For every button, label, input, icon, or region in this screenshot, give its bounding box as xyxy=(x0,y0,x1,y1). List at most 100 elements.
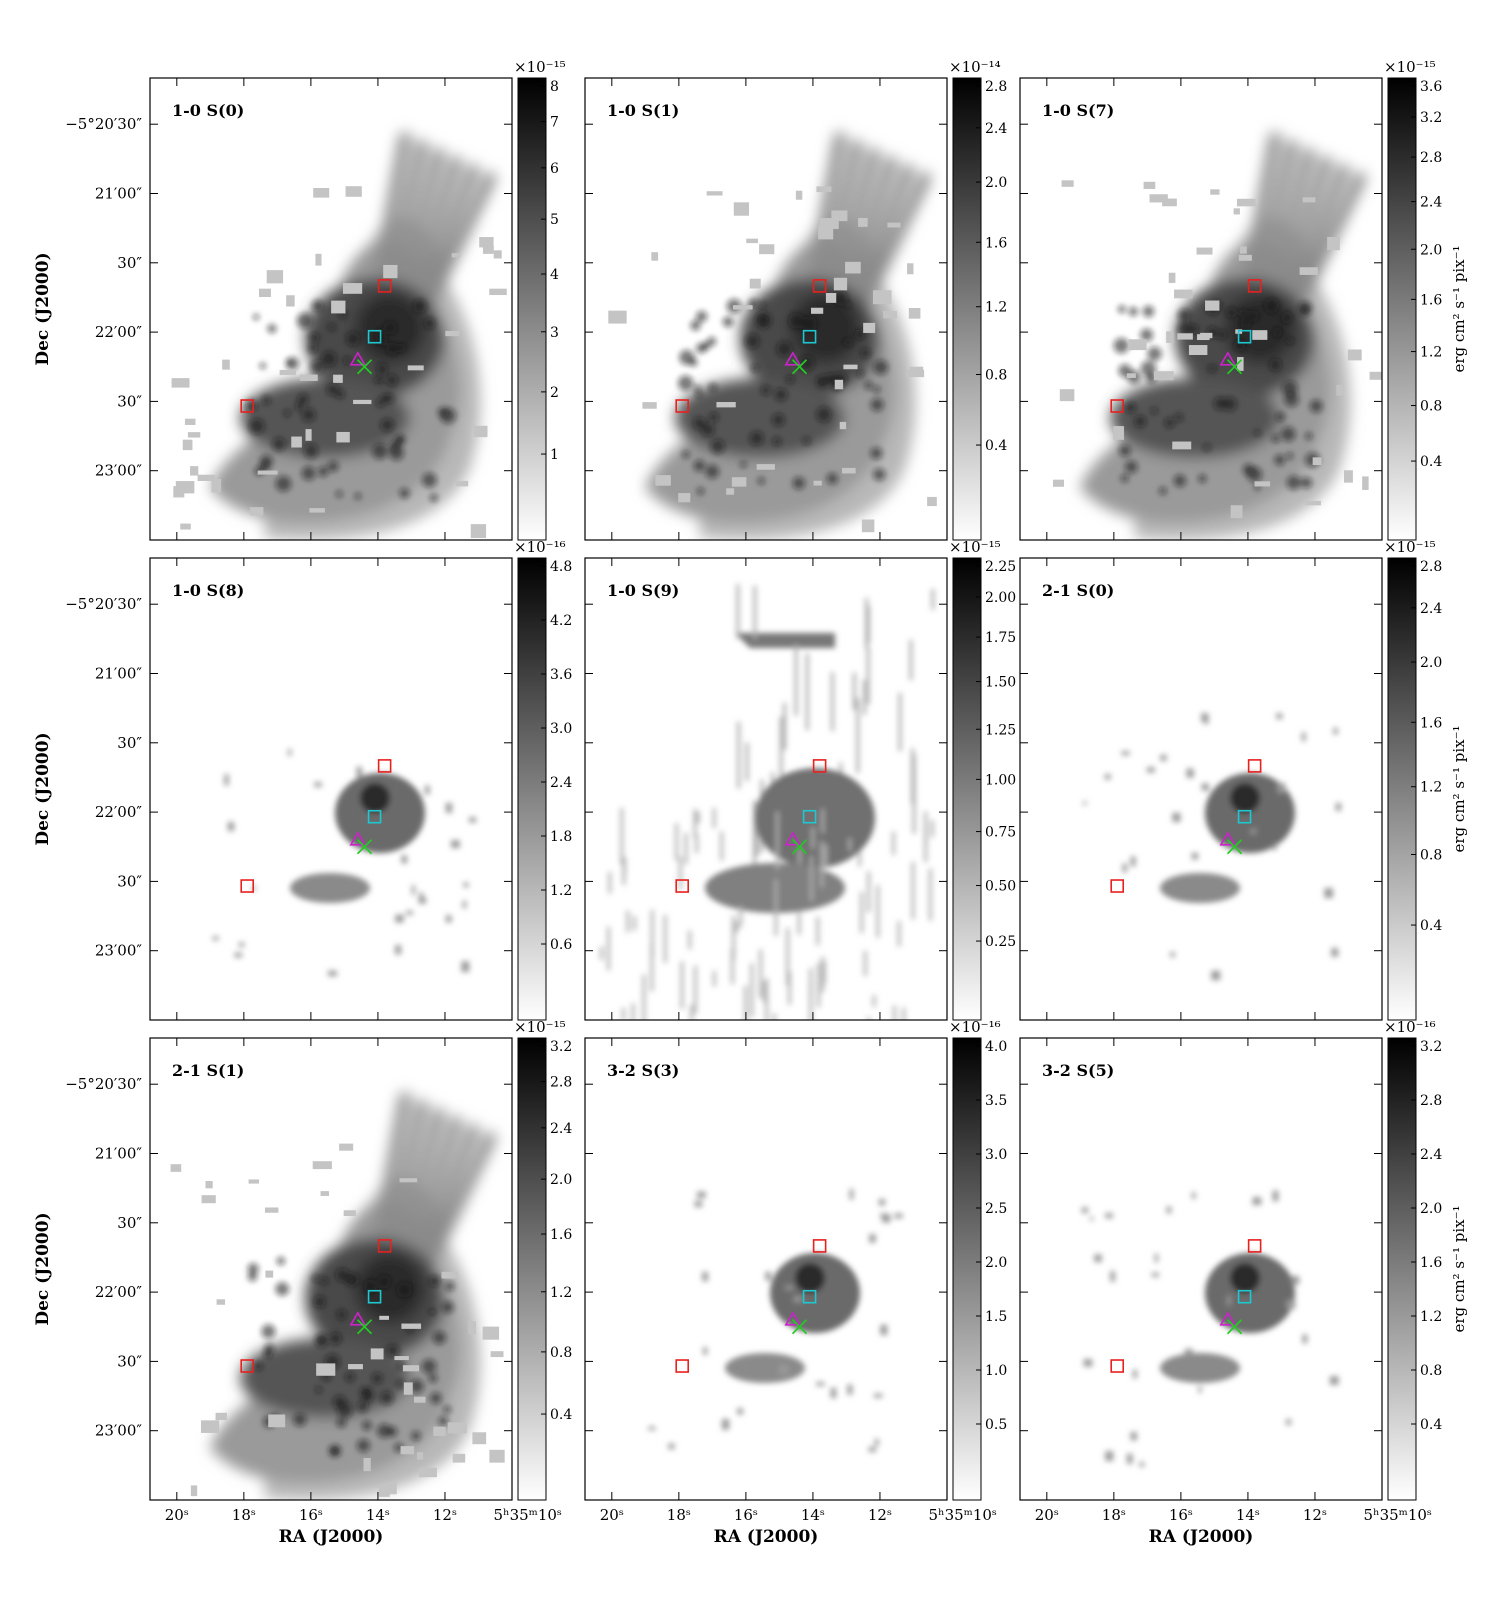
colorbar-tick-label: 2.4 xyxy=(1420,601,1442,617)
panel-title: 1-0 S(8) xyxy=(172,581,244,600)
panel-title: 1-0 S(9) xyxy=(607,581,679,600)
colorbar-tick-label: 0.8 xyxy=(985,367,1007,383)
colorbar-tick-label: 2.8 xyxy=(550,1075,572,1091)
colorbar-multiplier: ×10⁻¹⁶ xyxy=(1384,1018,1436,1036)
plot-area xyxy=(608,132,937,540)
ra-tick-label: 18ˢ xyxy=(232,1506,256,1524)
colorbar-gradient xyxy=(1387,77,1417,541)
colorbar-tick-label: 2.8 xyxy=(1420,1093,1442,1109)
colorbar-multiplier: ×10⁻¹⁶ xyxy=(949,1018,1001,1036)
colorbar-tick-label: 1.75 xyxy=(985,630,1016,646)
plot-area xyxy=(1052,132,1382,540)
colorbar-label: erg cm² s⁻¹ pix⁻¹ xyxy=(1450,1205,1468,1332)
ra-tick-label: 16ˢ xyxy=(1169,1506,1193,1524)
cyan-square-marker xyxy=(1237,329,1252,344)
plot-frame xyxy=(149,1037,513,1501)
colorbar: ×10⁻¹⁶ 4.8 4.2 3.6 3.0 2.4 1.8 1.2 0.6 xyxy=(514,538,572,1021)
colorbar-gradient xyxy=(517,77,547,541)
dec-tick-label: 22′00″ xyxy=(95,1283,143,1301)
colorbar-tick-label: 1.2 xyxy=(985,300,1007,316)
ra-tick-label: 5ʰ35ᵐ10ˢ xyxy=(929,1506,997,1524)
magenta-triangle-marker xyxy=(349,1311,367,1326)
position-markers xyxy=(675,279,827,413)
red-square-marker xyxy=(675,399,690,413)
colorbar-tick-label: 0.4 xyxy=(1420,1417,1442,1433)
colorbar-tick-label: 7 xyxy=(550,115,559,131)
colorbar: ×10⁻¹⁶ 3.2 2.8 2.4 2.0 1.6 1.2 0.8 0.4 xyxy=(1384,1018,1442,1501)
magenta-triangle-marker xyxy=(349,351,367,366)
colorbar-tick-label: 1.2 xyxy=(1420,780,1442,796)
colorbar-tick-label: 2.8 xyxy=(1420,559,1442,575)
magenta-triangle-marker xyxy=(1219,831,1237,846)
colorbar-tick-label: 2.4 xyxy=(1420,1147,1442,1163)
magenta-triangle-marker xyxy=(784,831,802,846)
ra-tick-label: 18ˢ xyxy=(667,1506,691,1524)
colorbar-tick-label: 2.25 xyxy=(985,559,1016,575)
colorbar-tick-label: 2.4 xyxy=(985,121,1007,137)
colorbar-tick-label: 2.4 xyxy=(550,775,572,791)
dec-tick-label: 22′00″ xyxy=(95,323,143,341)
green-cross-marker xyxy=(1226,359,1243,375)
ra-tick-label: 12ˢ xyxy=(1303,1506,1327,1524)
colorbar: ×10⁻¹⁶ 4.0 3.5 3.0 2.5 2.0 1.5 1.0 0.5 xyxy=(949,1018,1007,1501)
red-square-marker xyxy=(812,1239,827,1253)
colorbar-multiplier: ×10⁻¹⁵ xyxy=(514,1018,566,1036)
dec-tick-label: 30″ xyxy=(117,872,142,890)
colorbar-tick-label: 3.0 xyxy=(550,721,572,737)
colorbar-tick-label: 0.8 xyxy=(1420,847,1442,863)
green-cross-marker xyxy=(1226,1319,1243,1335)
colorbar-tick-label: 2.8 xyxy=(985,79,1007,95)
colorbar-multiplier: ×10⁻¹⁵ xyxy=(1384,58,1436,76)
colorbar-tick-label: 3.6 xyxy=(1420,79,1442,95)
green-cross-marker xyxy=(1226,839,1243,855)
panel-title: 1-0 S(0) xyxy=(172,101,244,120)
colorbar-multiplier: ×10⁻¹⁵ xyxy=(949,538,1001,556)
colorbar-gradient xyxy=(952,1037,982,1501)
colorbar-tick-label: 1.2 xyxy=(1420,1309,1442,1325)
y-axis-label: Dec (J2000) xyxy=(33,1212,53,1325)
panel-title: 3-2 S(3) xyxy=(607,1061,679,1080)
colorbar-tick-label: 0.8 xyxy=(1420,1363,1442,1379)
colorbar-tick-label: 1.8 xyxy=(550,829,572,845)
position-markers xyxy=(240,279,392,413)
panel-3: 1-0 S(7) ×10⁻¹⁵ 3.6 3.2 2.8 2.4 2.0 1.6 1.2 0.8 0.… xyxy=(1019,58,1468,541)
panel-9: 3-2 S(5) 20ˢ 18ˢ 16ˢ 14ˢ 12ˢ 5ʰ35ᵐ10ˢ ×10⁻¹⁶ 3.2… xyxy=(1019,1018,1468,1547)
plot-background xyxy=(150,558,512,1020)
x-axis-label: RA (J2000) xyxy=(714,1527,819,1547)
colorbar-tick-label: 0.8 xyxy=(550,1345,572,1361)
plot-area xyxy=(600,584,935,1020)
emission-knots xyxy=(677,291,889,495)
position-markers xyxy=(675,1239,827,1373)
plot-background xyxy=(585,558,947,1020)
cyan-square-marker xyxy=(802,329,817,344)
plot-frame xyxy=(1019,557,1383,1021)
red-square-marker xyxy=(1110,1359,1125,1373)
position-markers xyxy=(240,759,392,893)
colorbar-tick-label: 0.25 xyxy=(985,934,1016,950)
colorbar-tick-label: 0.6 xyxy=(550,937,572,953)
cyan-square-marker xyxy=(1237,1289,1252,1304)
colorbar-tick-label: 1.25 xyxy=(985,722,1016,738)
plot-area xyxy=(648,1188,903,1452)
ra-tick-label: 5ʰ35ᵐ10ˢ xyxy=(494,1506,562,1524)
dec-tick-label: 23′00″ xyxy=(95,942,143,960)
position-markers xyxy=(1110,759,1262,893)
colorbar-tick-label: 0.4 xyxy=(1420,918,1442,934)
colorbar-tick-label: 3.5 xyxy=(985,1093,1007,1109)
plot-frame xyxy=(584,1037,948,1501)
dec-tick-label: 30″ xyxy=(117,1214,142,1232)
colorbar-gradient xyxy=(1387,557,1417,1021)
colorbar-tick-label: 0.75 xyxy=(985,825,1016,841)
emission-knots xyxy=(245,299,457,502)
red-square-marker xyxy=(377,759,392,773)
ra-tick-label: 16ˢ xyxy=(734,1506,758,1524)
colorbar-tick-label: 1.6 xyxy=(1420,715,1442,731)
panel-title: 1-0 S(1) xyxy=(607,101,679,120)
colorbar-tick-label: 3.6 xyxy=(550,667,572,683)
dec-tick-label: 30″ xyxy=(117,734,142,752)
emission-map xyxy=(171,132,507,540)
red-square-marker xyxy=(1247,1239,1262,1253)
colorbar-tick-label: 4 xyxy=(550,267,559,283)
plot-background xyxy=(1020,558,1382,1020)
colorbar-tick-label: 2.5 xyxy=(985,1201,1007,1217)
